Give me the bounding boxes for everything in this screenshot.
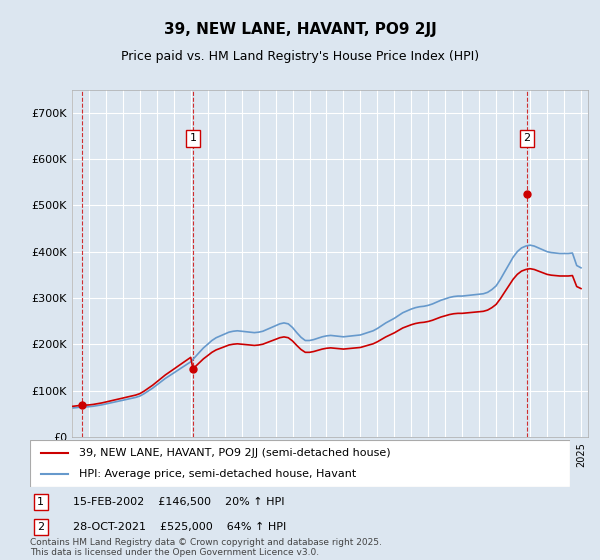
Text: Contains HM Land Registry data © Crown copyright and database right 2025.
This d: Contains HM Land Registry data © Crown c… (30, 538, 382, 557)
Text: HPI: Average price, semi-detached house, Havant: HPI: Average price, semi-detached house,… (79, 469, 356, 479)
Text: Price paid vs. HM Land Registry's House Price Index (HPI): Price paid vs. HM Land Registry's House … (121, 50, 479, 63)
Text: 28-OCT-2021    £525,000    64% ↑ HPI: 28-OCT-2021 £525,000 64% ↑ HPI (73, 522, 286, 532)
FancyBboxPatch shape (30, 440, 570, 487)
Text: 1: 1 (37, 497, 44, 507)
Text: 39, NEW LANE, HAVANT, PO9 2JJ: 39, NEW LANE, HAVANT, PO9 2JJ (164, 22, 436, 38)
Text: 1: 1 (190, 133, 196, 143)
Text: 15-FEB-2002    £146,500    20% ↑ HPI: 15-FEB-2002 £146,500 20% ↑ HPI (73, 497, 285, 507)
Text: 2: 2 (37, 522, 44, 532)
Text: 39, NEW LANE, HAVANT, PO9 2JJ (semi-detached house): 39, NEW LANE, HAVANT, PO9 2JJ (semi-deta… (79, 448, 390, 458)
Text: 2: 2 (523, 133, 530, 143)
